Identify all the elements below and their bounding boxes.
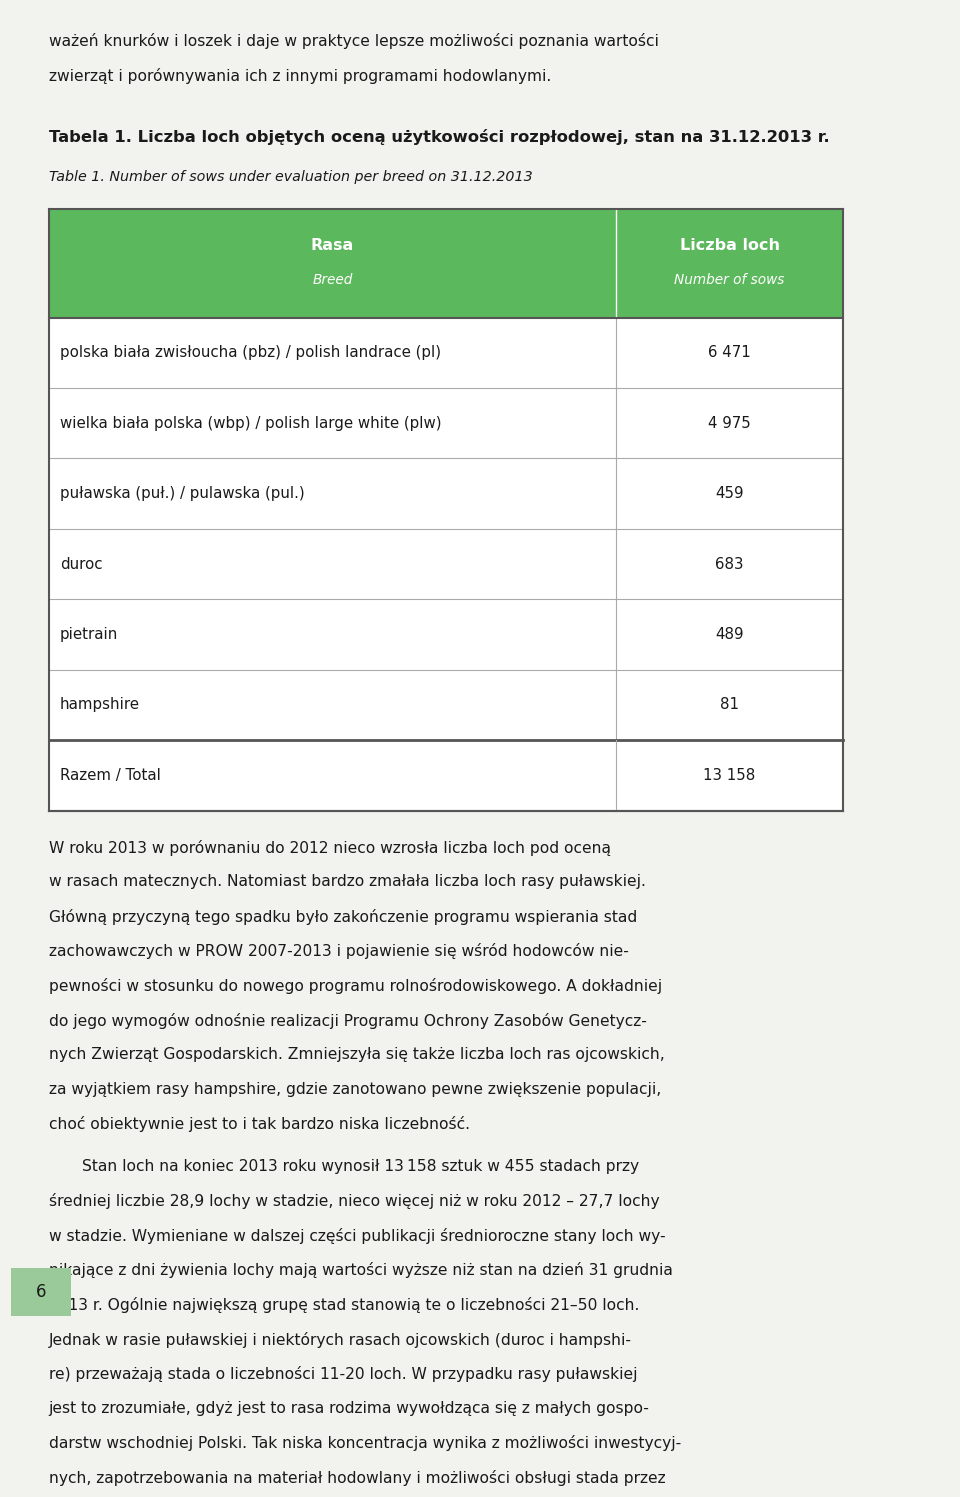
Text: Razem / Total: Razem / Total [60, 768, 161, 783]
Text: zwierząt i porównywania ich z innymi programami hodowlanymi.: zwierząt i porównywania ich z innymi pro… [49, 67, 551, 84]
Text: Tabela 1. Liczba loch objętych oceną użytkowości rozpłodowej, stan na 31.12.2013: Tabela 1. Liczba loch objętych oceną uży… [49, 129, 829, 145]
Text: nikające z dni żywienia lochy mają wartości wyższe niż stan na dzień 31 grudnia: nikające z dni żywienia lochy mają warto… [49, 1262, 672, 1278]
FancyBboxPatch shape [49, 208, 843, 317]
Text: Główną przyczyną tego spadku było zakończenie programu wspierania stad: Główną przyczyną tego spadku było zakońc… [49, 909, 636, 925]
Text: re) przeważają stada o liczebności 11-20 loch. W przypadku rasy puławskiej: re) przeważają stada o liczebności 11-20… [49, 1367, 637, 1382]
FancyBboxPatch shape [49, 317, 843, 388]
Text: 6: 6 [36, 1283, 47, 1301]
Text: zachowawczych w PROW 2007-2013 i pojawienie się wśród hodowców nie-: zachowawczych w PROW 2007-2013 i pojawie… [49, 943, 629, 960]
FancyBboxPatch shape [49, 388, 843, 458]
Text: polska biała zwisłoucha (pbz) / polish landrace (pl): polska biała zwisłoucha (pbz) / polish l… [60, 346, 442, 361]
Text: 13 158: 13 158 [704, 768, 756, 783]
Text: choć obiektywnie jest to i tak bardzo niska liczebność.: choć obiektywnie jest to i tak bardzo ni… [49, 1117, 469, 1132]
Text: W roku 2013 w porównaniu do 2012 nieco wzrosła liczba loch pod oceną: W roku 2013 w porównaniu do 2012 nieco w… [49, 840, 611, 856]
Text: Liczba loch: Liczba loch [680, 238, 780, 253]
Text: 459: 459 [715, 487, 744, 501]
FancyBboxPatch shape [49, 528, 843, 599]
Text: w rasach matecznych. Natomiast bardzo zmałała liczba loch rasy puławskiej.: w rasach matecznych. Natomiast bardzo zm… [49, 874, 645, 889]
FancyBboxPatch shape [49, 599, 843, 669]
Text: 489: 489 [715, 627, 744, 642]
Text: jest to zrozumiałe, gdyż jest to rasa rodzima wywołdząca się z małych gospo-: jest to zrozumiałe, gdyż jest to rasa ro… [49, 1401, 649, 1416]
Text: do jego wymogów odnośnie realizacji Programu Ochrony Zasobów Genetycz-: do jego wymogów odnośnie realizacji Prog… [49, 1012, 646, 1028]
Text: wielka biała polska (wbp) / polish large white (plw): wielka biała polska (wbp) / polish large… [60, 416, 442, 431]
Text: 4 975: 4 975 [708, 416, 751, 431]
FancyBboxPatch shape [12, 1268, 71, 1316]
Text: 2013 r. Ogólnie największą grupę stad stanowią te o liczebności 21–50 loch.: 2013 r. Ogólnie największą grupę stad st… [49, 1296, 639, 1313]
Text: Number of sows: Number of sows [674, 274, 784, 287]
FancyBboxPatch shape [49, 740, 843, 810]
Text: Table 1. Number of sows under evaluation per breed on 31.12.2013: Table 1. Number of sows under evaluation… [49, 171, 532, 184]
Text: 683: 683 [715, 557, 744, 572]
Text: Jednak w rasie puławskiej i niektórych rasach ojcowskich (duroc i hampshi-: Jednak w rasie puławskiej i niektórych r… [49, 1331, 632, 1347]
Text: puławska (puł.) / pulawska (pul.): puławska (puł.) / pulawska (pul.) [60, 487, 304, 501]
Text: za wyjątkiem rasy hampshire, gdzie zanotowano pewne zwiększenie populacji,: za wyjątkiem rasy hampshire, gdzie zanot… [49, 1082, 660, 1097]
Text: nych, zapotrzebowania na materiał hodowlany i możliwości obsługi stada przez: nych, zapotrzebowania na materiał hodowl… [49, 1470, 665, 1485]
FancyBboxPatch shape [49, 458, 843, 528]
Text: pietrain: pietrain [60, 627, 118, 642]
Text: średniej liczbie 28,9 lochy w stadzie, nieco więcej niż w roku 2012 – 27,7 lochy: średniej liczbie 28,9 lochy w stadzie, n… [49, 1193, 660, 1210]
Text: pewności w stosunku do nowego programu rolnośrodowiskowego. A dokładniej: pewności w stosunku do nowego programu r… [49, 978, 661, 994]
Text: nych Zwierząt Gospodarskich. Zmniejszyła się także liczba loch ras ojcowskich,: nych Zwierząt Gospodarskich. Zmniejszyła… [49, 1046, 664, 1063]
Text: Breed: Breed [312, 274, 352, 287]
Text: duroc: duroc [60, 557, 103, 572]
Text: 6 471: 6 471 [708, 346, 751, 361]
Text: 81: 81 [720, 698, 739, 713]
Text: Stan loch na koniec 2013 roku wynosił 13 158 sztuk w 455 stadach przy: Stan loch na koniec 2013 roku wynosił 13… [82, 1159, 639, 1174]
Text: Rasa: Rasa [311, 238, 354, 253]
Text: darstw wschodniej Polski. Tak niska koncentracja wynika z możliwości inwestycyj-: darstw wschodniej Polski. Tak niska konc… [49, 1436, 681, 1451]
Text: w stadzie. Wymieniane w dalszej części publikacji średnioroczne stany loch wy-: w stadzie. Wymieniane w dalszej części p… [49, 1228, 665, 1244]
Text: ważeń knurków i loszek i daje w praktyce lepsze możliwości poznania wartości: ważeń knurków i loszek i daje w praktyce… [49, 33, 659, 49]
FancyBboxPatch shape [49, 669, 843, 740]
Text: hampshire: hampshire [60, 698, 140, 713]
